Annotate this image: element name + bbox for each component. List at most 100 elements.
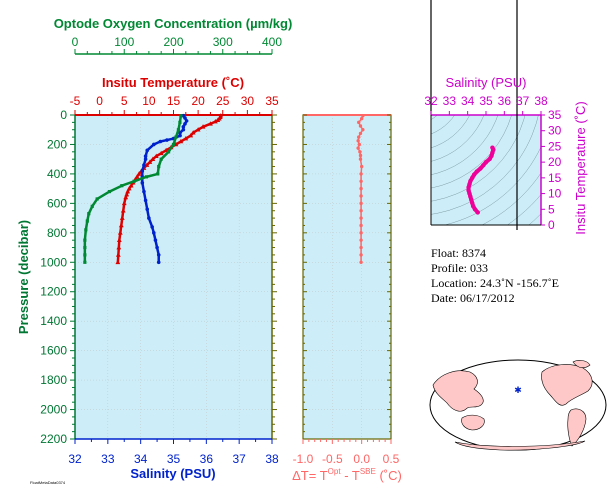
oxygen-point	[84, 228, 88, 232]
dt-x-tick-label: 0.0	[353, 452, 370, 466]
oxygen-point	[107, 189, 112, 194]
salinity-point	[143, 198, 148, 203]
delta-t-point	[358, 124, 363, 128]
temperature-tick-label: -5	[70, 94, 81, 108]
salinity-point	[145, 148, 150, 153]
temperature-point	[208, 121, 213, 126]
oxygen-point	[83, 253, 87, 257]
map-greenland-land	[572, 360, 591, 368]
oxygen-point	[83, 238, 87, 242]
temperature-point	[212, 119, 218, 124]
delta-t-point	[357, 120, 361, 125]
temperature-tick-label: 15	[167, 94, 181, 108]
world-map: ✱	[429, 359, 607, 451]
temperature-point	[116, 237, 122, 242]
delta-t-point	[359, 164, 364, 169]
pressure-tick-label: 1000	[40, 255, 67, 269]
oxygen-tick-label: 400	[262, 35, 282, 49]
temperature-point	[136, 171, 142, 176]
delta-t-panel: -1.0 -0.5 0.0 0.5 ΔT= TOpt - TSBE (˚C)	[292, 114, 402, 483]
salinity-tick-label: 32	[68, 452, 82, 466]
pressure-tick-label: 1200	[40, 285, 67, 299]
delta-t-point	[358, 153, 363, 158]
salinity-point	[143, 154, 148, 159]
temperature-point	[115, 259, 121, 265]
oxygen-point	[156, 172, 160, 176]
salinity-point	[158, 139, 163, 144]
map-antarctica-land	[454, 440, 586, 451]
pressure-tick-label: 2000	[40, 403, 67, 417]
oxygen-point	[87, 212, 91, 216]
pressure-tick-label: 2200	[40, 432, 67, 446]
ts-y-tick-label: 25	[548, 139, 562, 153]
oxygen-tick-label: 200	[163, 35, 183, 49]
ts-x-tick-label: 34	[461, 94, 475, 108]
temperature-tick-label: 20	[191, 94, 205, 108]
ts-point	[471, 172, 477, 177]
salinity-point	[147, 216, 151, 220]
salinity-point	[156, 260, 161, 265]
oxygen-point	[166, 150, 171, 154]
salinity-ticks: 32 33 34 35 36 37 38	[68, 439, 279, 466]
float-info: Float: 8374 Profile: 033 Location: 24.3˚…	[431, 246, 559, 306]
salinity-point	[178, 130, 182, 135]
delta-t-point	[357, 142, 362, 147]
temperature-axis-title: Insitu Temperature (˚C)	[102, 75, 244, 90]
delta-t-sup-sbe: SBE	[360, 467, 376, 476]
temperature-tick-label: 0	[96, 94, 103, 108]
salinity-point	[145, 207, 150, 212]
ts-point	[481, 163, 486, 168]
salinity-tick-label: 33	[101, 452, 115, 466]
pressure-tick-label: 200	[47, 137, 67, 151]
date: Date: 06/17/2012	[431, 291, 515, 305]
temperature-point	[188, 133, 194, 138]
pressure-tick-label: 800	[47, 226, 67, 240]
salinity-point	[140, 169, 145, 173]
oxygen-axis-title: Optode Oxygen Concentration (µm/kg)	[54, 16, 293, 31]
delta-t-point	[359, 253, 363, 257]
ts-x-tick-label: 35	[479, 94, 493, 108]
temperature-point	[120, 208, 126, 213]
ts-y-tick-label: 0	[548, 218, 555, 232]
ts-top-axis-title: Salinity (PSU)	[446, 75, 527, 90]
temperature-point	[124, 191, 130, 197]
temperature-point	[215, 117, 221, 122]
temperature-point	[134, 174, 140, 179]
ts-contour-arc	[431, 115, 438, 120]
salinity-point	[178, 133, 182, 138]
oxygen-point	[83, 245, 87, 250]
ts-point	[466, 188, 471, 193]
temperature-point	[153, 153, 159, 159]
oxygen-point	[176, 128, 181, 132]
salinity-point	[181, 124, 186, 129]
oxygen-point	[144, 175, 149, 179]
pressure-axis-title: Pressure (decibar)	[16, 220, 31, 334]
temperature-point	[116, 244, 122, 250]
delta-t-point	[359, 116, 364, 121]
ts-y-tick-label: 35	[548, 108, 562, 122]
temperature-ticks: -5 0 5 10 15 20 25 30 35	[70, 94, 279, 115]
delta-t-series	[356, 114, 365, 264]
ts-x-tick-label: 38	[534, 94, 548, 108]
pressure-tick-label: 0	[60, 108, 67, 122]
oxygen-point	[120, 184, 124, 188]
delta-t-point	[359, 216, 363, 220]
delta-t-point	[359, 179, 363, 183]
salinity-point	[142, 189, 146, 194]
temperature-point	[118, 222, 124, 228]
dt-x-tick-label: -1.0	[293, 452, 314, 466]
salinity-point	[155, 245, 159, 250]
map-continents	[432, 360, 593, 451]
temperature-point	[190, 130, 196, 135]
map-australia-land	[461, 414, 485, 431]
oxygen-ticks: 0 100 200 300 400	[72, 35, 282, 54]
salinity-axis-title: Salinity (PSU)	[130, 466, 215, 481]
salinity-point	[156, 253, 161, 257]
temperature-point	[123, 194, 129, 200]
ts-y-tick-label: 15	[548, 171, 562, 185]
oxygen-tick-label: 0	[72, 35, 79, 49]
temperature-point	[200, 124, 206, 129]
delta-t-point	[359, 172, 363, 176]
pressure-tick-label: 400	[47, 167, 67, 181]
